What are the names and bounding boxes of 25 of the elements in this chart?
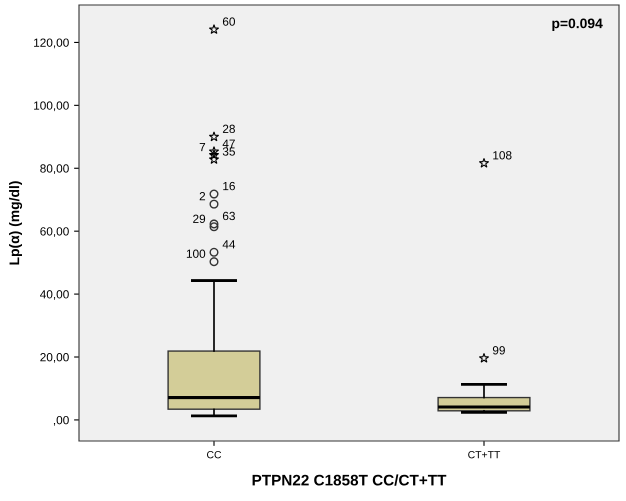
annotation: 63 [222,212,235,220]
annotation: 44 [222,240,236,248]
annotation: 60 [222,17,236,26]
annotation: 7 [200,143,206,152]
y-tick-label: 80,00 [40,164,69,174]
annotation: 100 [186,250,206,258]
y-axis-title: Lp(α) (mg/dl) [9,181,22,265]
y-tick-label: 40,00 [40,290,69,300]
y-tick-label: 20,00 [40,353,69,363]
y-tick-label: 60,00 [40,227,69,237]
annotation: 16 [223,182,235,190]
annotation: 47 [222,140,235,148]
x-tick-label: CT+TT [468,450,500,458]
annotation: 28 [222,124,235,134]
annotation: p=0.094 [552,18,603,32]
annotation: 35 [222,147,235,156]
x-axis-title: PTPN22 C1858T CC/CT+TT [252,474,446,486]
y-tick-label: 100,00 [34,101,69,112]
annotation: 99 [492,346,505,354]
annotation: 29 [193,214,206,223]
annotation: 2 [200,192,206,200]
annotation: 108 [493,151,512,160]
y-tick-label: ,00 [54,416,69,426]
x-tick-label: CC [207,450,222,458]
y-tick-label: 120,00 [34,38,69,48]
